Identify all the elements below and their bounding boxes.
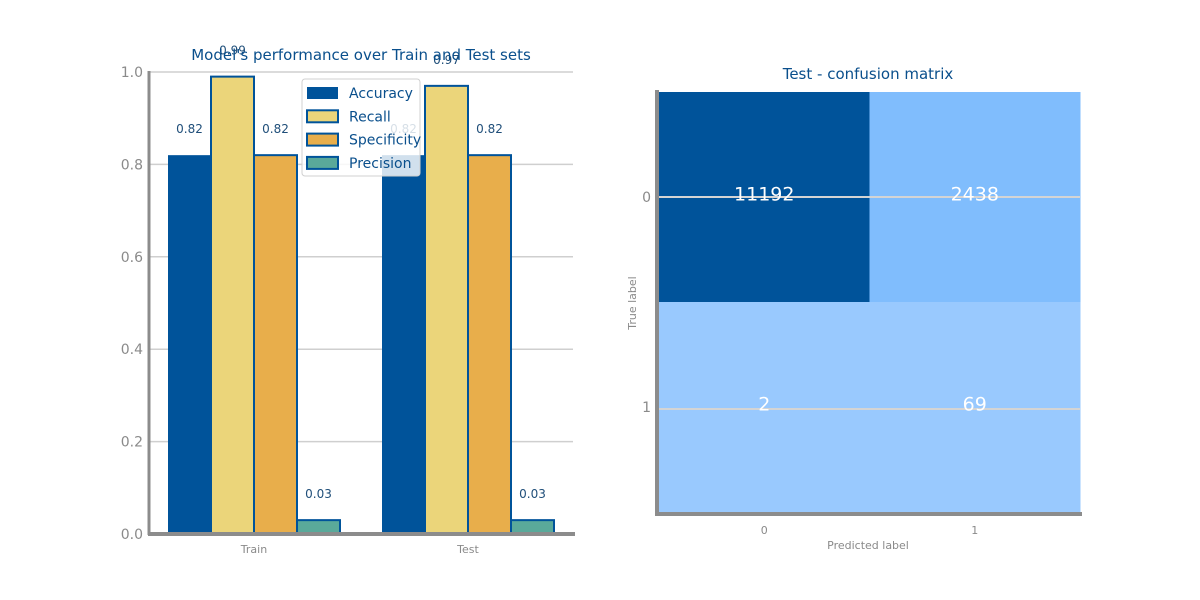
bar-data-label: 0.03 (519, 487, 546, 501)
bar-recall-test (424, 84, 469, 536)
bar-y-tick-label: 1.0 (121, 65, 143, 81)
confusion-matrix-cell (869, 302, 1081, 513)
bar-marks (168, 75, 555, 536)
bar-precision-test (510, 519, 555, 536)
confusion-matrix-value: 69 (963, 394, 987, 416)
legend-label: Specificity (349, 133, 421, 149)
bar-data-label: 0.97 (433, 53, 460, 67)
bar-x-tick-label: Train (240, 543, 267, 556)
legend-frame (301, 78, 421, 177)
bar-precision-train (296, 519, 341, 536)
legend-swatch (307, 87, 338, 99)
bar-y-tick-label: 0.6 (121, 250, 143, 266)
bar-chart-title: Model's performance over Train and Test … (191, 46, 531, 64)
bar-accuracy-test (382, 155, 425, 534)
bar-specificity-train (253, 154, 298, 535)
bar-recall-train (210, 75, 255, 536)
cm-x-tick-label: 1 (971, 524, 978, 537)
bar-data-label: 0.03 (305, 487, 332, 501)
bar-specificity-test (467, 154, 512, 535)
bar-y-tick-label: 0.8 (121, 157, 143, 173)
legend-swatch (306, 155, 339, 170)
bar-data-label: 0.99 (219, 44, 246, 58)
legend-label: Recall (349, 109, 391, 125)
cm-y-tick-label: 1 (642, 400, 651, 416)
confusion-matrix-cell (659, 302, 870, 513)
bar-legend: Accuracy Recall Specificity Precision (301, 78, 421, 177)
cm-y-tick-label: 0 (642, 190, 651, 206)
bar-x-tick-labels: Train Test (240, 543, 480, 556)
confusion-matrix-values: 11192 2438 2 69 (734, 184, 999, 416)
bar-data-label: 0.82 (262, 122, 289, 136)
legend-swatch (306, 109, 339, 124)
bar-data-label: 0.82 (176, 122, 203, 136)
confusion-matrix-cells (659, 92, 1081, 513)
bar-x-tick-label: Test (456, 543, 479, 556)
bar-y-tick-labels: 0.0 0.2 0.4 0.6 0.8 1.0 (121, 65, 143, 543)
legend-label: Accuracy (349, 86, 413, 102)
bar-accuracy-train (168, 155, 211, 534)
cm-x-axis-label: Predicted label (827, 539, 909, 552)
legend-label: Precision (349, 156, 411, 172)
confusion-matrix-value: 11192 (734, 184, 794, 206)
bar-data-label: 0.82 (476, 122, 503, 136)
legend-swatch (306, 132, 339, 147)
bar-chart: 0.0 0.2 0.4 0.6 0.8 1.0 0.82 0.99 0.82 0.03 0.82 0… (121, 44, 575, 556)
bar-y-tick-label: 0.2 (121, 435, 143, 451)
confusion-matrix-gridlines (657, 196, 1080, 410)
confusion-matrix-ticks: 0 1 0 1 (642, 190, 978, 537)
confusion-matrix-value: 2438 (951, 184, 999, 206)
cm-x-tick-label: 0 (761, 524, 768, 537)
confusion-matrix-value: 2 (758, 394, 770, 416)
confusion-matrix-title: Test - confusion matrix (782, 65, 954, 83)
cm-y-axis-label: True label (626, 276, 639, 330)
bar-y-tick-label: 0.0 (121, 527, 143, 543)
bar-y-tick-label: 0.4 (121, 342, 143, 358)
